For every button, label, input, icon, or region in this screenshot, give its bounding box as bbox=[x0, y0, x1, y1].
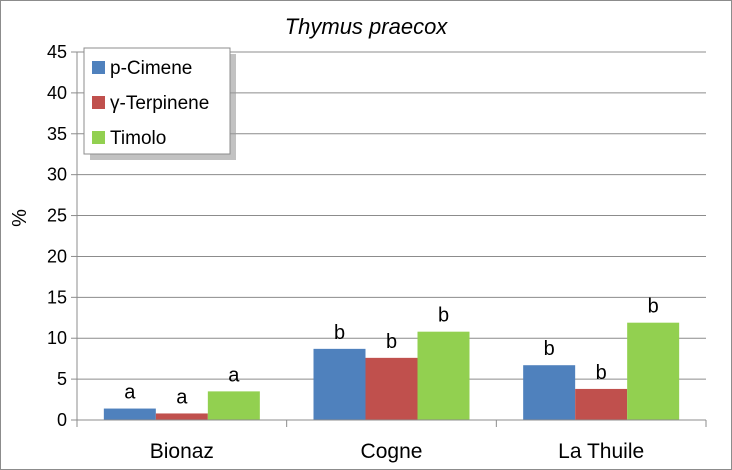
legend-label: p-Cimene bbox=[110, 58, 192, 79]
y-tick-label: 45 bbox=[47, 42, 67, 62]
bars: a a a b b b b b b bbox=[103, 296, 680, 420]
x-tick-label: La Thuile bbox=[558, 440, 644, 463]
data-label: a bbox=[228, 364, 240, 386]
bar bbox=[155, 413, 208, 420]
y-tick-label: 30 bbox=[47, 165, 67, 185]
bar bbox=[103, 408, 156, 420]
y-tick-label: 25 bbox=[47, 206, 67, 226]
data-label: a bbox=[124, 382, 136, 404]
legend-swatch bbox=[92, 96, 105, 109]
data-label: b bbox=[544, 338, 555, 360]
y-tick-label: 35 bbox=[47, 124, 67, 144]
x-tick-label: Bionaz bbox=[150, 440, 214, 463]
data-label: b bbox=[648, 296, 659, 318]
chart-title: Thymus praecox bbox=[285, 14, 449, 39]
bar bbox=[575, 388, 628, 420]
bar bbox=[365, 357, 418, 420]
bar bbox=[313, 348, 366, 420]
bar bbox=[417, 331, 470, 420]
legend-swatch bbox=[92, 61, 105, 74]
y-tick-label: 5 bbox=[57, 369, 67, 389]
data-label: b bbox=[438, 305, 449, 327]
y-axis-label: % bbox=[9, 209, 31, 227]
x-tick-label: Cogne bbox=[361, 440, 423, 463]
data-label: b bbox=[596, 362, 607, 384]
y-tick-label: 0 bbox=[57, 410, 67, 430]
bar bbox=[523, 365, 576, 420]
legend: p-Cimene γ-Terpinene Timolo bbox=[83, 47, 236, 160]
legend-box bbox=[83, 47, 231, 155]
y-tick-label: 20 bbox=[47, 246, 67, 266]
data-label: b bbox=[386, 331, 397, 353]
data-label: b bbox=[334, 322, 345, 344]
legend-label: γ-Terpinene bbox=[110, 93, 209, 114]
bar bbox=[207, 391, 260, 420]
y-tick-label: 10 bbox=[47, 328, 67, 348]
bar bbox=[627, 322, 680, 420]
axes: 0 5 10 15 20 25 30 35 40 45 Bionaz Cogne La Thuile bbox=[47, 42, 707, 463]
y-tick-label: 15 bbox=[47, 287, 67, 307]
legend-label: Timolo bbox=[110, 128, 166, 149]
y-tick-label: 40 bbox=[47, 83, 67, 103]
legend-swatch bbox=[92, 131, 105, 144]
data-label: a bbox=[176, 386, 188, 408]
